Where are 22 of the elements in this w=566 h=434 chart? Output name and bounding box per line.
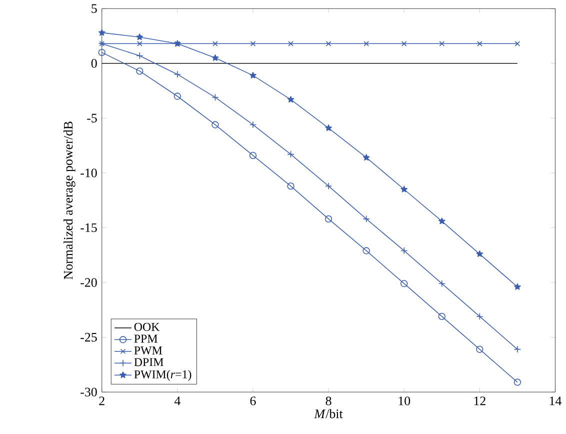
legend-label: PPM bbox=[134, 334, 158, 343]
y-tick-label: -30 bbox=[80, 388, 97, 396]
x-tick-label: 2 bbox=[99, 396, 104, 406]
x-tick-label: 4 bbox=[174, 396, 180, 406]
legend-label: PWIM(r=1) bbox=[134, 370, 192, 381]
legend-label: DPIM bbox=[134, 358, 164, 366]
x-tick-label: 6 bbox=[250, 396, 256, 406]
y-tick-label: -20 bbox=[80, 278, 97, 287]
y-tick-label: 5 bbox=[92, 4, 97, 13]
y-tick-label: -25 bbox=[80, 332, 97, 342]
y-tick-label: -15 bbox=[80, 223, 97, 232]
legend-label: OOK bbox=[134, 322, 160, 331]
x-tick-label: 8 bbox=[326, 396, 332, 406]
legend-label: PWM bbox=[134, 346, 162, 354]
y-tick-label: -5 bbox=[87, 114, 97, 122]
y-tick-label: -10 bbox=[80, 168, 97, 178]
x-tick-label: 10 bbox=[398, 396, 410, 406]
y-tick-label: 0 bbox=[91, 59, 97, 68]
x-tick-label: 14 bbox=[550, 396, 562, 406]
y-axis-title: Normalized average power/dB bbox=[64, 122, 76, 280]
x-tick-label: 12 bbox=[474, 396, 486, 406]
x-axis-title: M/bit bbox=[314, 409, 343, 418]
